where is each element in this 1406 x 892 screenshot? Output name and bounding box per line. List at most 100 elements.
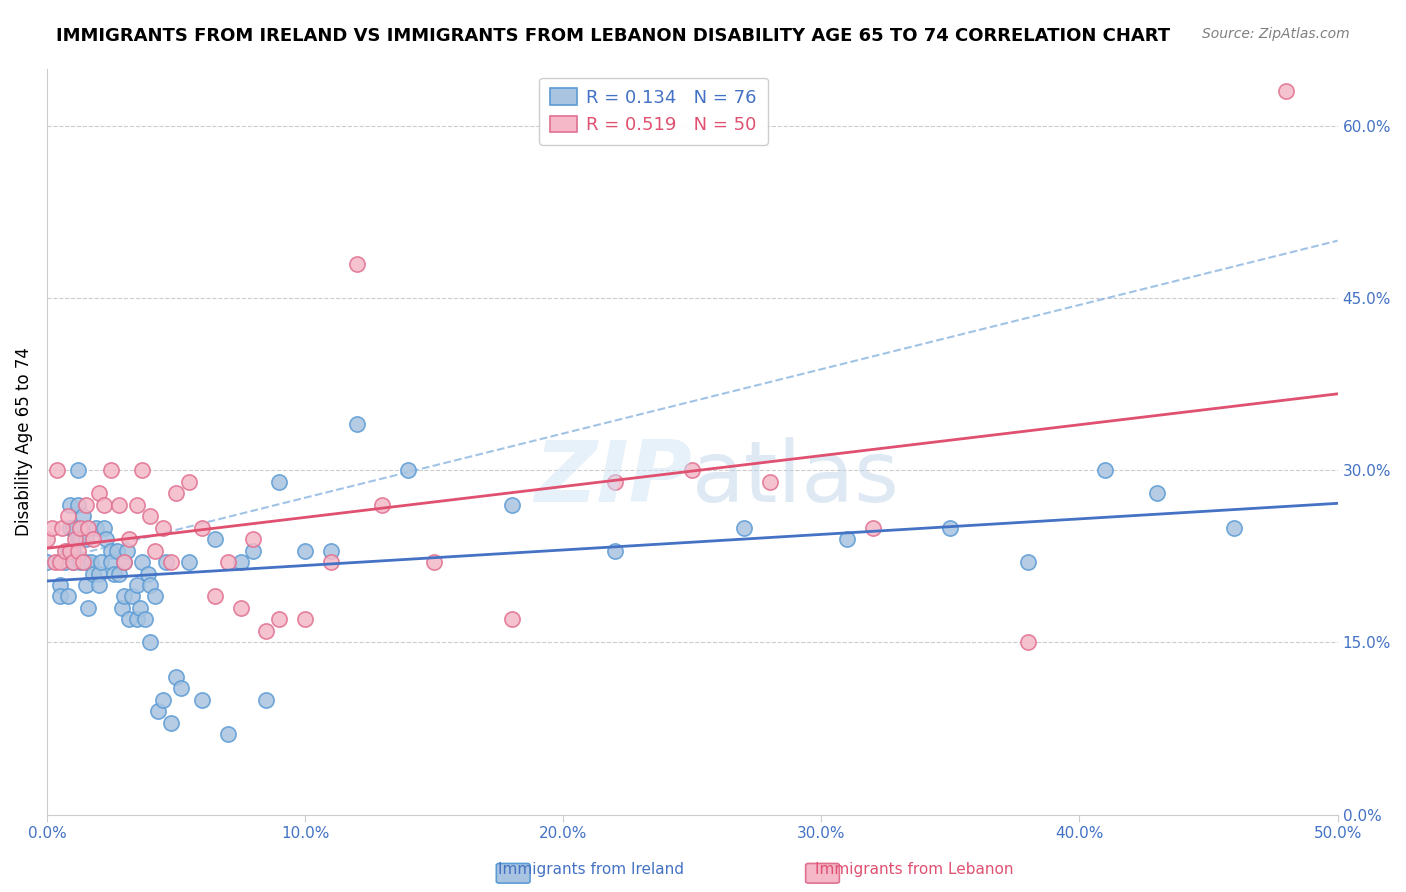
Point	[155, 555, 177, 569]
Point	[1275, 85, 1298, 99]
Text: IMMIGRANTS FROM IRELAND VS IMMIGRANTS FROM LEBANON DISABILITY AGE 65 TO 74 CORRE: IMMIGRANTS FROM IRELAND VS IMMIGRANTS FR…	[56, 27, 1170, 45]
Point	[131, 463, 153, 477]
Point	[46, 463, 69, 477]
Point	[159, 715, 181, 730]
Point	[105, 543, 128, 558]
Point	[146, 704, 169, 718]
Point	[131, 555, 153, 569]
Text: Immigrants from Ireland: Immigrants from Ireland	[498, 863, 683, 877]
Point	[118, 612, 141, 626]
Point	[501, 612, 523, 626]
Point	[100, 463, 122, 477]
Point	[170, 681, 193, 696]
Point	[84, 520, 107, 534]
Text: ZIP: ZIP	[534, 437, 692, 520]
Point	[49, 555, 72, 569]
Point	[165, 486, 187, 500]
Point	[1017, 635, 1039, 649]
Point	[139, 578, 162, 592]
Point	[53, 555, 76, 569]
Point	[423, 555, 446, 569]
Point	[72, 509, 94, 524]
Point	[939, 520, 962, 534]
Point	[128, 601, 150, 615]
Point	[93, 498, 115, 512]
Point	[501, 498, 523, 512]
Point	[733, 520, 755, 534]
Point	[62, 555, 84, 569]
Point	[1146, 486, 1168, 500]
Point	[115, 543, 138, 558]
Point	[1094, 463, 1116, 477]
Point	[59, 498, 82, 512]
Point	[100, 543, 122, 558]
Point	[87, 566, 110, 581]
Point	[62, 543, 84, 558]
Point	[62, 555, 84, 569]
Text: atlas: atlas	[692, 437, 900, 520]
Point	[56, 590, 79, 604]
Point	[269, 475, 291, 489]
Point	[143, 590, 166, 604]
Point	[75, 555, 97, 569]
Point	[77, 601, 100, 615]
Point	[59, 543, 82, 558]
Point	[758, 475, 780, 489]
Point	[862, 520, 884, 534]
Point	[66, 498, 89, 512]
Point	[319, 543, 342, 558]
Point	[69, 532, 91, 546]
Point	[66, 532, 89, 546]
Point	[80, 555, 103, 569]
Point	[254, 624, 277, 638]
Point	[139, 635, 162, 649]
Point	[136, 566, 159, 581]
Point	[96, 532, 118, 546]
Point	[165, 670, 187, 684]
Point	[108, 566, 131, 581]
Point	[127, 498, 149, 512]
Point	[127, 612, 149, 626]
Point	[837, 532, 859, 546]
Point	[346, 257, 368, 271]
Point	[49, 578, 72, 592]
Point	[75, 532, 97, 546]
Point	[87, 486, 110, 500]
Point	[346, 417, 368, 432]
Point	[66, 463, 89, 477]
Point	[118, 532, 141, 546]
Point	[139, 509, 162, 524]
Point	[112, 555, 135, 569]
Point	[134, 612, 156, 626]
Point	[121, 590, 143, 604]
Point	[254, 692, 277, 706]
Point	[66, 543, 89, 558]
Point	[396, 463, 419, 477]
Point	[1223, 520, 1246, 534]
Point	[177, 555, 200, 569]
Point	[229, 601, 252, 615]
Point	[112, 590, 135, 604]
Point	[82, 566, 104, 581]
Point	[269, 612, 291, 626]
Point	[191, 520, 214, 534]
Y-axis label: Disability Age 65 to 74: Disability Age 65 to 74	[15, 347, 32, 536]
Point	[242, 532, 264, 546]
Point	[69, 555, 91, 569]
Point	[242, 543, 264, 558]
Point	[143, 543, 166, 558]
Point	[72, 555, 94, 569]
Point	[159, 555, 181, 569]
Point	[229, 555, 252, 569]
Point	[152, 692, 174, 706]
Point	[371, 498, 394, 512]
Point	[62, 520, 84, 534]
Point	[111, 601, 134, 615]
Text: Source: ZipAtlas.com: Source: ZipAtlas.com	[1202, 27, 1350, 41]
Point	[56, 509, 79, 524]
Text: Immigrants from Lebanon: Immigrants from Lebanon	[814, 863, 1014, 877]
Point	[294, 543, 316, 558]
Point	[112, 555, 135, 569]
Point	[100, 555, 122, 569]
Point	[319, 555, 342, 569]
